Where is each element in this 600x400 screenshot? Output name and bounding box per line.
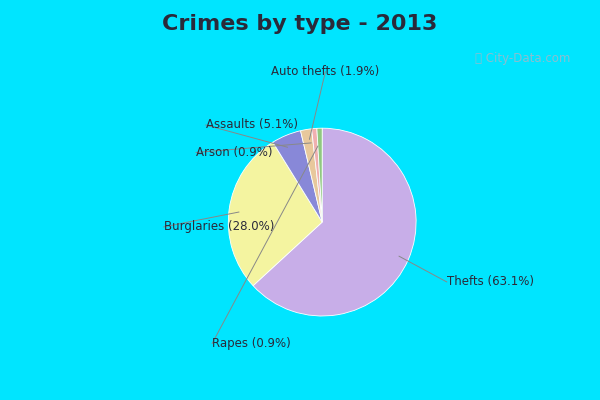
Text: Rapes (0.9%): Rapes (0.9%)	[212, 337, 291, 350]
Wedge shape	[253, 128, 416, 316]
Wedge shape	[317, 128, 322, 222]
Text: Burglaries (28.0%): Burglaries (28.0%)	[164, 220, 274, 234]
Text: Thefts (63.1%): Thefts (63.1%)	[447, 276, 534, 288]
Text: Assaults (5.1%): Assaults (5.1%)	[206, 118, 298, 132]
Text: Arson (0.9%): Arson (0.9%)	[196, 146, 272, 159]
Text: Auto thefts (1.9%): Auto thefts (1.9%)	[271, 65, 380, 78]
Text: ⓘ City-Data.com: ⓘ City-Data.com	[475, 52, 570, 65]
Wedge shape	[228, 142, 322, 286]
Wedge shape	[301, 129, 322, 222]
Text: Crimes by type - 2013: Crimes by type - 2013	[163, 14, 437, 34]
Wedge shape	[273, 131, 322, 222]
Wedge shape	[311, 128, 322, 222]
